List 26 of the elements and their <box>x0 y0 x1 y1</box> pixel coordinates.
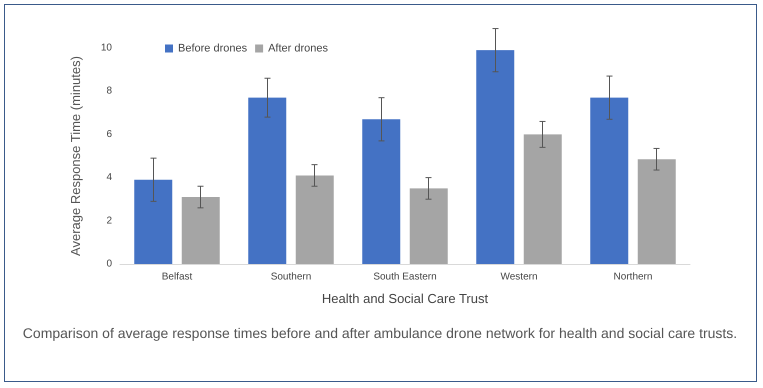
text: Comparison of average response times before and after ambulance drone network for health and social care trusts. <box>22 324 738 343</box>
x-tick-label: Southern <box>270 272 312 282</box>
x-tick-label: Northern <box>614 272 652 282</box>
bar <box>638 159 676 264</box>
bar <box>248 98 286 264</box>
y-tick-label: 8 <box>106 86 112 97</box>
bar <box>524 134 562 264</box>
y-axis-title: Average Response Time (minutes) <box>68 56 83 256</box>
legend-label: Before drones <box>178 42 248 54</box>
bar <box>476 50 514 264</box>
bar <box>362 119 400 264</box>
x-tick-label: South Eastern <box>373 272 437 282</box>
bar <box>182 197 220 264</box>
x-tick-label: Belfast <box>162 272 193 282</box>
x-tick-label: Western <box>500 272 538 282</box>
y-tick-label: 10 <box>100 42 112 54</box>
y-tick-label: 4 <box>106 172 112 184</box>
bar <box>134 180 172 264</box>
bar <box>590 98 628 264</box>
bar <box>410 188 448 264</box>
y-tick-label: 2 <box>106 215 112 226</box>
legend-label: After drones <box>268 42 329 54</box>
x-axis-title: Health and Social Care Trust <box>322 291 488 306</box>
bar <box>296 175 334 264</box>
y-tick-label: 6 <box>106 128 112 140</box>
y-tick-label: 0 <box>106 258 112 270</box>
